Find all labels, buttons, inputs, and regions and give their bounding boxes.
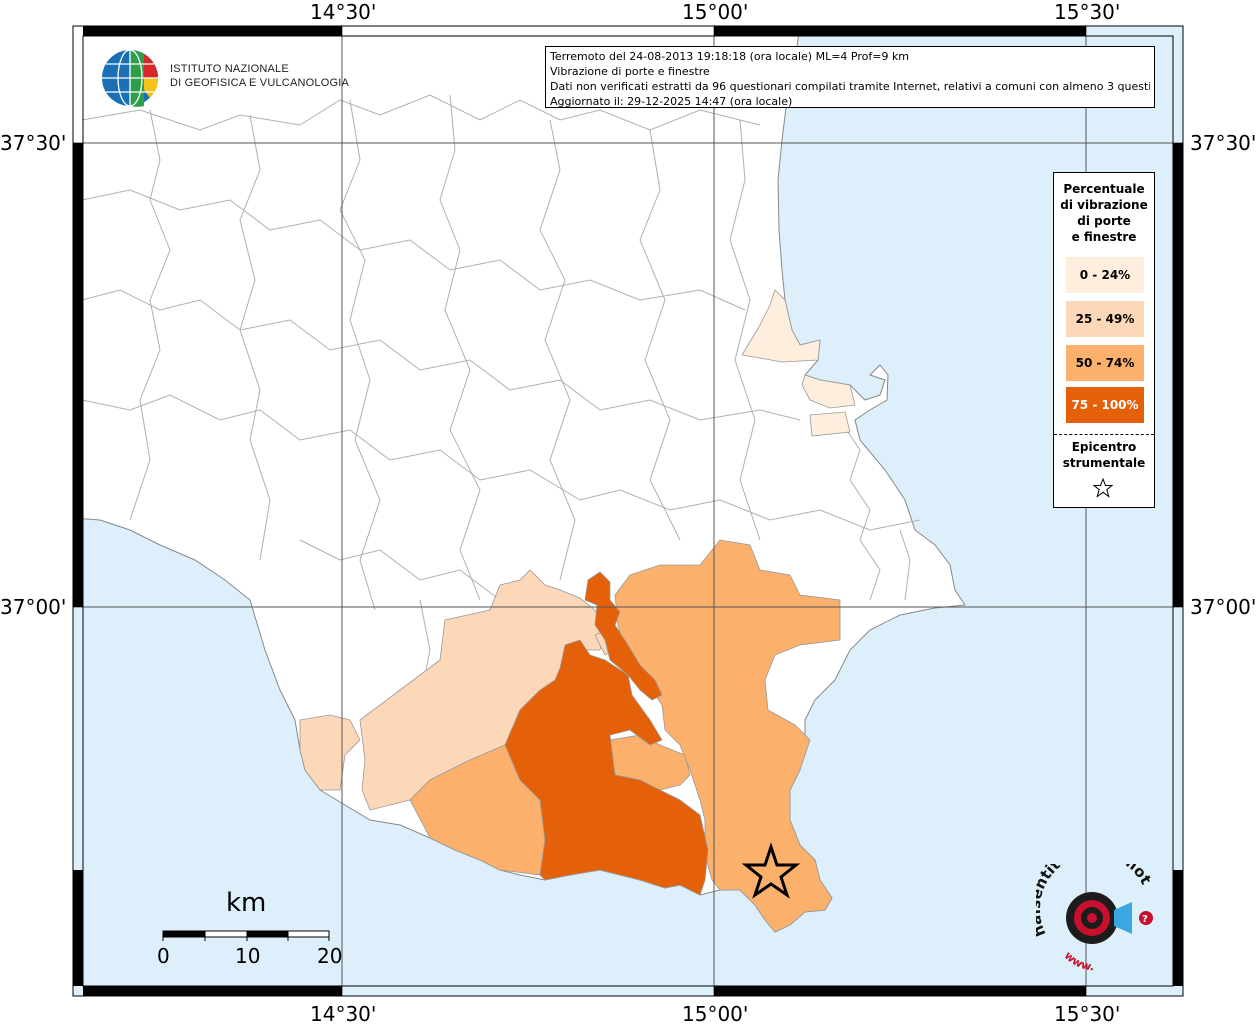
lon-label-1500-top: 15°00' xyxy=(682,0,749,24)
institute-name: ISTITUTO NAZIONALE DI GEOFISICA E VULCAN… xyxy=(170,62,349,90)
ingv-globe-icon xyxy=(102,49,159,107)
institute-line-1: ISTITUTO NAZIONALE xyxy=(170,63,289,75)
legend-epicenter-line-1: Epicentro xyxy=(1071,440,1137,454)
area-0-24 xyxy=(809,411,851,437)
area-50-74 xyxy=(614,539,841,933)
lon-label-1500-bottom: 15°00' xyxy=(682,1002,749,1026)
lon-label-1430-bottom: 14°30' xyxy=(310,1002,377,1026)
legend-title-line-4: e finestre xyxy=(1071,230,1137,244)
svg-text:www.: www. xyxy=(1062,949,1095,973)
lon-label-1530-top: 15°30' xyxy=(1054,0,1121,24)
map-frame xyxy=(72,25,1184,997)
epicenter-star xyxy=(741,842,801,899)
lat-label-3700-left: 37°00' xyxy=(0,595,67,619)
lat-label-3730-right: 37°30' xyxy=(1190,131,1256,155)
legend-item-25-49: 25 - 49% xyxy=(1066,301,1144,337)
legend-title: Percentuale di vibrazione di porte e fin… xyxy=(1054,181,1154,245)
legend-title-line-3: di porte xyxy=(1077,214,1131,228)
lon-label-1530-bottom: 15°30' xyxy=(1054,1002,1121,1026)
scale-unit: km xyxy=(226,888,267,918)
legend-separator xyxy=(1054,434,1154,435)
legend: Percentuale di vibrazione di porte e fin… xyxy=(1053,172,1155,508)
event-info-box: Terremoto del 24-08-2013 19:18:18 (ora l… xyxy=(545,46,1155,108)
lat-label-3730-left: 37°30' xyxy=(0,131,67,155)
legend-item-50-74: 50 - 74% xyxy=(1066,345,1144,381)
area-0-24 xyxy=(741,289,821,363)
legend-title-line-1: Percentuale xyxy=(1063,182,1145,196)
area-75-100 xyxy=(504,639,709,896)
shaded-municipalities xyxy=(299,289,856,933)
scale-tick-0: 0 xyxy=(157,944,170,968)
svg-text:?: ? xyxy=(1142,914,1148,925)
event-updated: Aggiornato il: 29-12-2025 14:47 (ora loc… xyxy=(550,95,793,108)
scale-bar xyxy=(162,930,330,941)
area-0-24 xyxy=(801,374,856,409)
event-title: Terremoto del 24-08-2013 19:18:18 (ora l… xyxy=(550,50,910,63)
haisentito-logo: haisentitoilterremoto.it www. ? xyxy=(1036,864,1155,973)
epicenter-star-icon xyxy=(1092,477,1114,498)
legend-item-0-24: 0 - 24% xyxy=(1066,257,1144,293)
logo-text-bottom: www. xyxy=(1062,949,1095,973)
legend-epicenter-label: Epicentro strumentale xyxy=(1054,439,1154,471)
legend-epicenter-line-2: strumentale xyxy=(1062,456,1146,470)
lat-label-3700-right: 37°00' xyxy=(1190,595,1256,619)
legend-title-line-2: di vibrazione xyxy=(1060,198,1148,212)
scale-tick-20: 20 xyxy=(317,944,343,968)
event-parameter: Vibrazione di porte e finestre xyxy=(550,65,710,78)
event-data-note: Dati non verificati estratti da 96 quest… xyxy=(550,80,1150,93)
institute-line-2: DI GEOFISICA E VULCANOLOGIA xyxy=(170,77,349,89)
scale-tick-10: 10 xyxy=(235,944,261,968)
legend-item-75-100: 75 - 100% xyxy=(1066,387,1144,423)
area-75-100 xyxy=(584,571,663,701)
lon-label-1430-top: 14°30' xyxy=(310,0,377,24)
